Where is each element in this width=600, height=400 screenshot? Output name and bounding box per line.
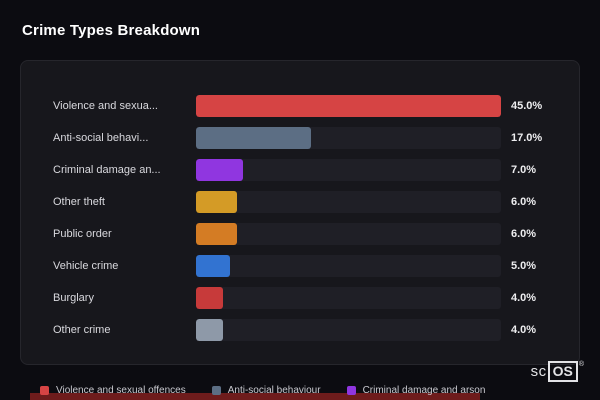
bar-segment[interactable] [196,159,244,181]
bar-track [196,319,501,341]
category-label: Other crime [53,324,111,336]
scos-watermark: sc OS ® [531,361,584,382]
legend-item[interactable]: Violence and sexual offences [40,385,186,396]
bar-row: Violence and sexua... 45.0% [49,95,551,117]
legend-swatch-icon [211,386,221,395]
category-label: Other theft [53,196,105,208]
category-label: Public order [53,228,112,240]
legend-label: Violence and sexual offences [56,385,186,396]
bar-segment[interactable] [196,223,237,245]
bar-segment[interactable] [196,255,230,277]
value-label: 4.0% [511,324,537,336]
legend-label: Anti-social behaviour [227,385,321,396]
category-label: Criminal damage an... [53,164,161,176]
bar-segment[interactable] [196,191,237,213]
bar-track [196,191,501,213]
bar-track [196,127,501,149]
watermark-prefix: sc [530,363,547,380]
bar-track [196,287,501,309]
value-label: 6.0% [511,196,537,208]
bar-track [196,223,501,245]
bar-chart: Violence and sexua... 45.0% Anti-social be… [49,95,551,341]
bar-segment[interactable] [196,127,312,149]
bar-segment[interactable] [196,95,501,117]
bar-segment[interactable] [196,319,224,341]
crime-types-chart-card: Violence and sexua... 45.0% Anti-social be… [20,60,580,365]
bar-row: Criminal damage an... 7.0% [49,159,551,181]
bar-row: Other theft 6.0% [49,191,551,213]
bar-segment[interactable] [196,287,224,309]
category-label: Burglary [53,292,94,304]
chart-legend: Violence and sexual offences Anti-social … [40,385,485,396]
legend-item[interactable]: Anti-social behaviour [211,385,321,396]
value-label: 45.0% [511,100,543,112]
watermark-boxed-text: OS [547,361,578,382]
bar-row: Other crime 4.0% [49,319,551,341]
value-label: 6.0% [511,228,537,240]
legend-label: Criminal damage and arson [362,385,486,396]
legend-swatch-icon [346,386,356,395]
page-title: Crime Types Breakdown [22,22,201,39]
category-label: Anti-social behavi... [53,132,149,144]
legend-item[interactable]: Criminal damage and arson [346,385,486,396]
bar-row: Vehicle crime 5.0% [49,255,551,277]
bar-track [196,95,501,117]
bottom-red-strip [30,393,480,400]
bar-row: Anti-social behavi... 17.0% [49,127,551,149]
value-label: 17.0% [511,132,543,144]
bar-row: Burglary 4.0% [49,287,551,309]
bar-track [196,159,501,181]
value-label: 4.0% [511,292,537,304]
category-label: Vehicle crime [53,260,119,272]
registered-trademark-symbol: ® [578,361,584,368]
value-label: 7.0% [511,164,537,176]
legend-swatch-icon [40,386,49,395]
value-label: 5.0% [511,260,537,272]
bar-track [196,255,501,277]
category-label: Violence and sexua... [53,100,158,112]
bar-row: Public order 6.0% [49,223,551,245]
